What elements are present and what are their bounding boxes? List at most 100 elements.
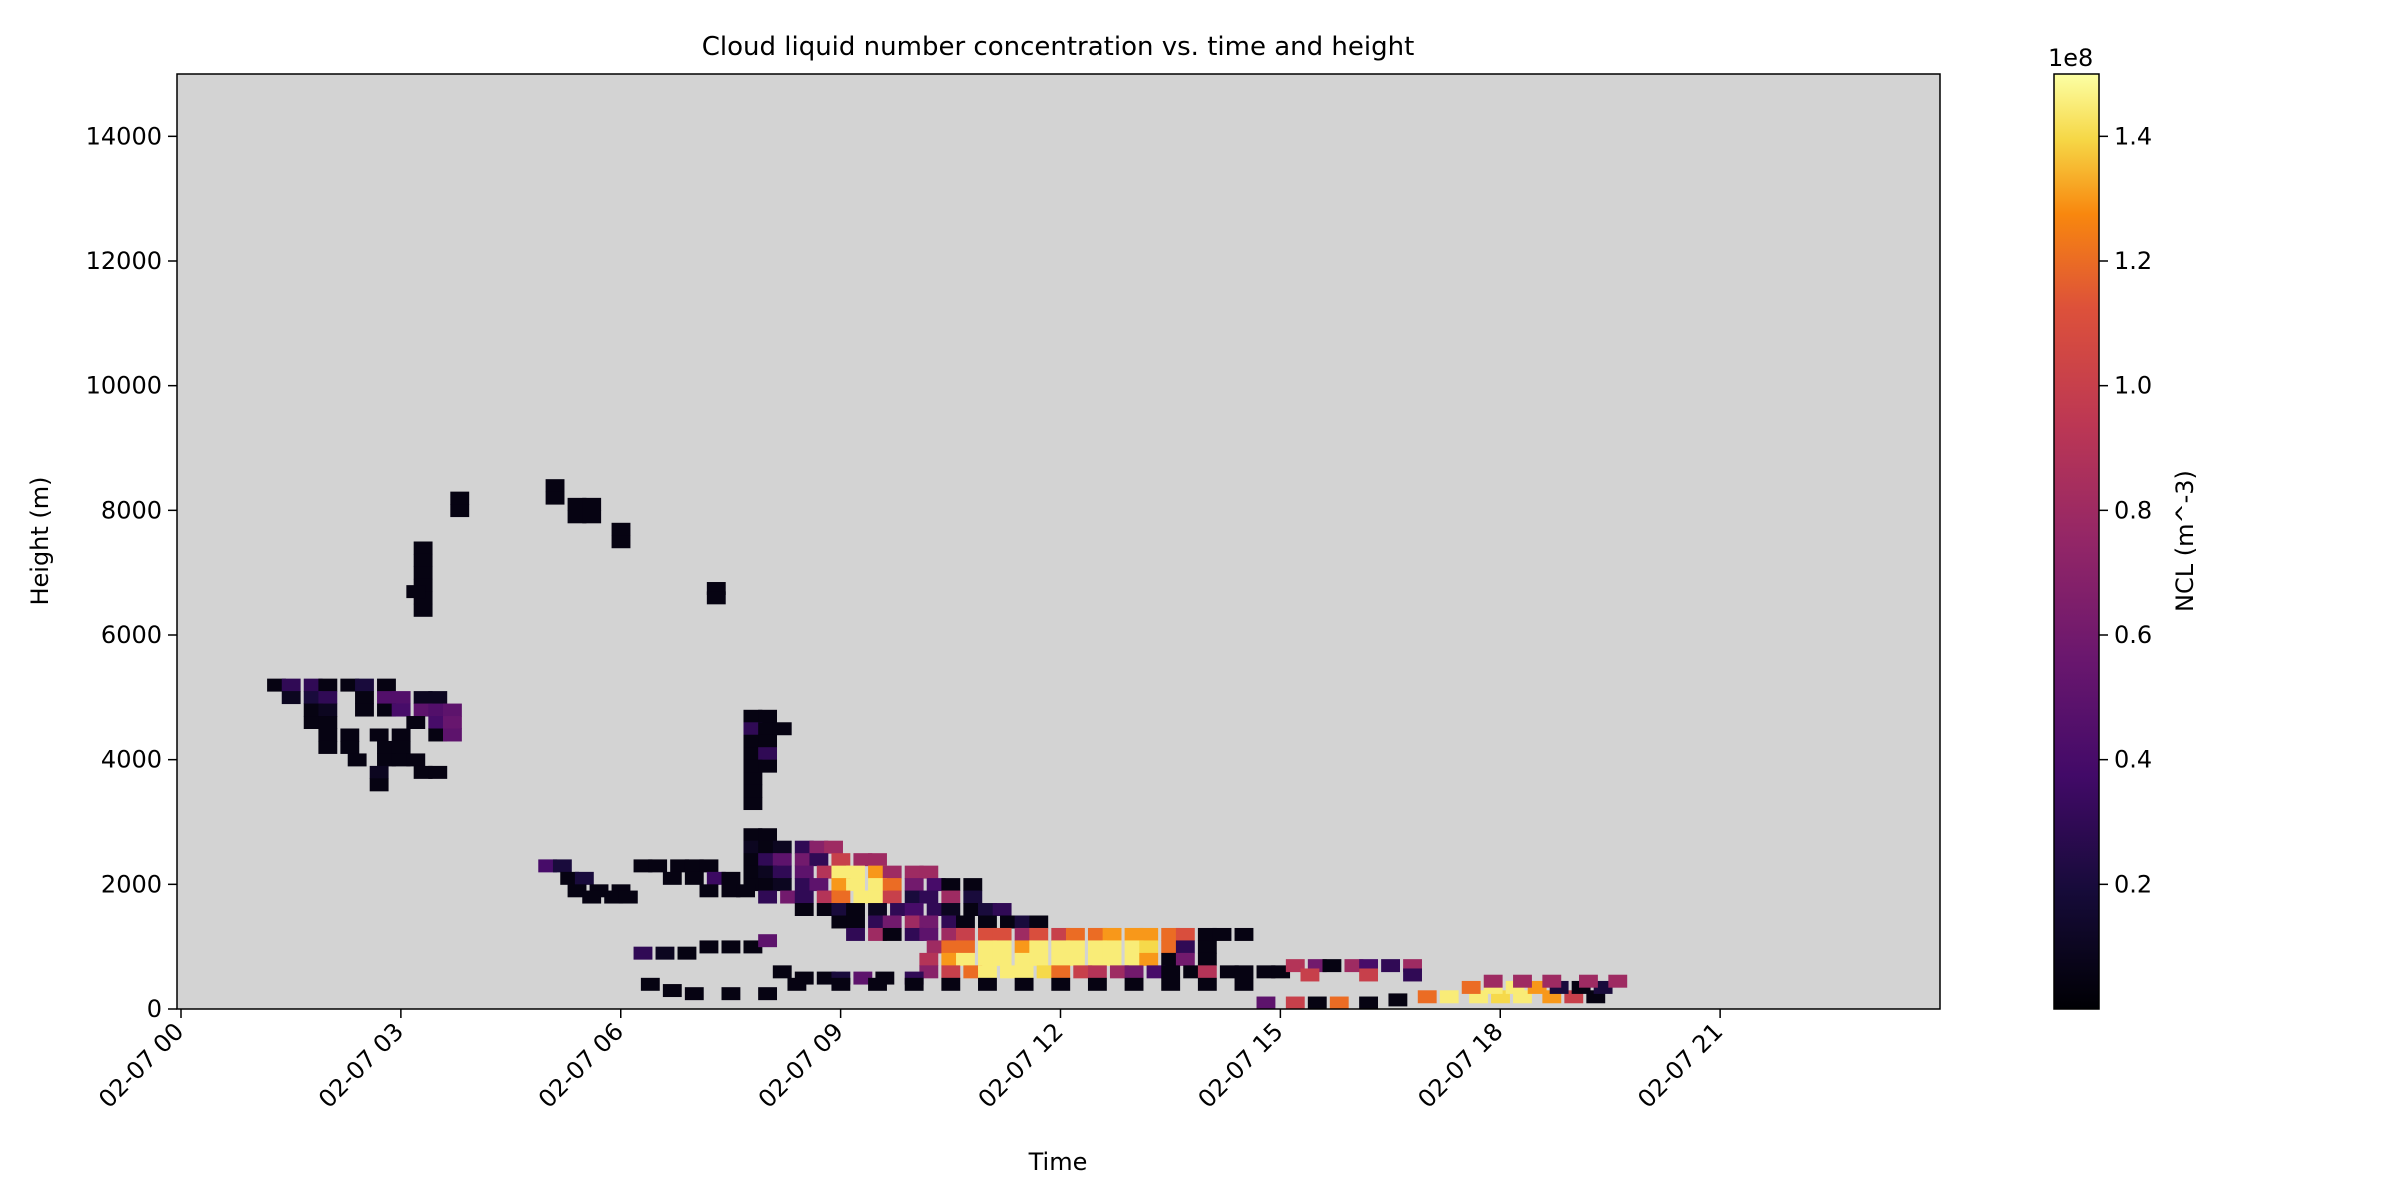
- heatmap-cell: [904, 927, 924, 941]
- heatmap-cell: [1087, 952, 1107, 966]
- x-tick-label: 02-07 03: [313, 1017, 409, 1113]
- heatmap-cell: [406, 585, 426, 599]
- heatmap-cell: [882, 865, 902, 879]
- heatmap-cell: [1359, 996, 1379, 1010]
- colorbar-tick-label: 1.2: [2114, 247, 2152, 275]
- heatmap-cell: [1542, 974, 1562, 988]
- heatmap-cell: [1029, 927, 1049, 941]
- heatmap-cell: [406, 753, 426, 767]
- heatmap-cell: [303, 703, 323, 717]
- heatmap-cell: [699, 884, 719, 898]
- heatmap-cell: [926, 878, 946, 892]
- heatmap-cell: [904, 903, 924, 916]
- heatmap-cell: [743, 840, 763, 854]
- heatmap-cell: [1051, 965, 1071, 979]
- heatmap-cell: [1051, 940, 1071, 954]
- heatmap-cell: [809, 840, 829, 854]
- heatmap-cell: [904, 878, 924, 892]
- heatmap-cell: [853, 971, 873, 985]
- heatmap-cell: [1403, 968, 1422, 982]
- heatmap-cell: [281, 691, 301, 705]
- heatmap-cell: [794, 890, 814, 904]
- heatmap-cell: [1219, 965, 1239, 979]
- heatmap-cell: [846, 927, 865, 941]
- colorbar-tick-label: 1.4: [2114, 122, 2152, 150]
- heatmap-cell: [831, 903, 851, 916]
- colorbar-tick-label: 1.0: [2114, 372, 2152, 400]
- heatmap-cell: [1285, 996, 1305, 1010]
- heatmap-cell: [1197, 927, 1217, 941]
- heatmap-cell: [670, 859, 690, 873]
- heatmap-cell: [1234, 927, 1254, 941]
- heatmap-cell: [882, 915, 902, 929]
- heatmap-cell: [442, 728, 462, 742]
- heatmap-cell: [1087, 940, 1107, 954]
- heatmap-cell: [428, 716, 448, 729]
- y-tick-label: 0: [147, 995, 162, 1023]
- heatmap-cells: [267, 479, 1628, 1010]
- heatmap-cell: [618, 890, 638, 904]
- heatmap-cell: [758, 734, 778, 748]
- heatmap-cell: [340, 740, 360, 754]
- heatmap-cell: [1285, 959, 1305, 973]
- heatmap-cell: [904, 865, 924, 879]
- heatmap-cell: [1234, 965, 1254, 979]
- heatmap-cell: [743, 709, 763, 723]
- heatmap-cell: [772, 865, 792, 879]
- heatmap-cell: [684, 871, 704, 885]
- heatmap-cell: [904, 890, 924, 904]
- heatmap-cell: [1124, 965, 1144, 979]
- heatmap-cell: [992, 940, 1012, 954]
- heatmap-cell: [890, 903, 909, 916]
- heatmap-cell: [377, 703, 396, 717]
- heatmap-cell: [963, 903, 983, 916]
- heatmap-cell: [772, 878, 792, 892]
- heatmap-cell: [882, 890, 902, 904]
- heatmap-cell: [347, 753, 367, 767]
- heatmap-cell: [1593, 980, 1613, 994]
- heatmap-cell: [1256, 996, 1276, 1010]
- heatmap-cell: [1051, 927, 1071, 941]
- heatmap-cell: [1161, 977, 1181, 991]
- heatmap-cell: [919, 965, 939, 979]
- heatmap-cell: [318, 691, 338, 705]
- heatmap-cell: [1271, 965, 1291, 979]
- heatmap-cell: [794, 878, 814, 892]
- colorbar: [2053, 73, 2100, 1010]
- heatmap-cell: [1000, 915, 1019, 929]
- heatmap-cell: [787, 977, 807, 991]
- heatmap-cell: [318, 728, 338, 742]
- heatmap-cell: [992, 952, 1012, 966]
- heatmap-cell: [721, 871, 741, 885]
- heatmap-cell: [706, 871, 726, 885]
- heatmap-cell: [552, 859, 572, 873]
- y-tick-label: 14000: [86, 122, 162, 150]
- heatmap-cell: [794, 903, 814, 916]
- heatmap-cell: [582, 510, 602, 524]
- heatmap-cell: [413, 566, 433, 580]
- heatmap-cell: [1065, 952, 1085, 966]
- heatmap-cell: [1175, 952, 1195, 966]
- plot-background: [177, 74, 1940, 1009]
- heatmap-cell: [413, 541, 433, 555]
- heatmap-cell: [1161, 940, 1181, 954]
- heatmap-cell: [377, 753, 396, 767]
- heatmap-cell: [611, 535, 631, 549]
- heatmap-cell: [582, 890, 602, 904]
- heatmap-cell: [1102, 940, 1122, 954]
- heatmap-cell: [1300, 968, 1320, 982]
- heatmap-cell: [758, 890, 778, 904]
- heatmap-cell: [743, 828, 763, 842]
- heatmap-cell: [318, 678, 338, 692]
- x-axis-label: Time: [1028, 1148, 1088, 1176]
- heatmap-cell: [772, 853, 792, 867]
- heatmap-cell: [1608, 974, 1628, 988]
- heatmap-cell: [340, 728, 360, 742]
- heatmap-cell: [963, 965, 983, 979]
- heatmap-cell: [677, 946, 697, 960]
- y-tick-label: 8000: [101, 496, 162, 524]
- heatmap-cell: [442, 716, 462, 729]
- heatmap-cell: [758, 709, 778, 723]
- heatmap-cell: [743, 853, 763, 867]
- heatmap-cell: [611, 522, 631, 536]
